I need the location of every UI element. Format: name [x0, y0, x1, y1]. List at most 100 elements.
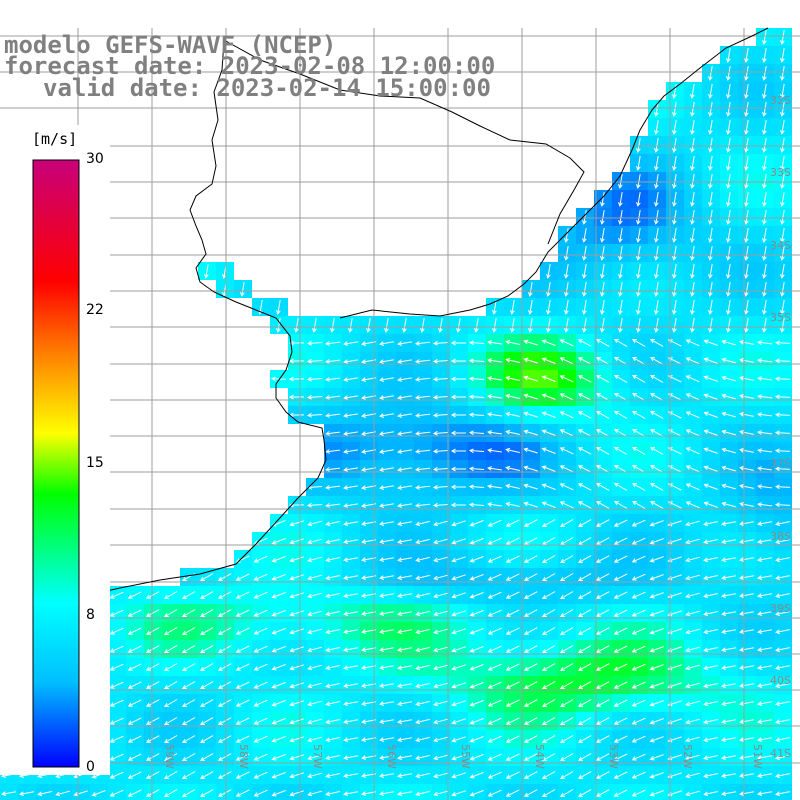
- wind-arrow: [438, 318, 443, 333]
- wind-arrow: [703, 683, 718, 689]
- wind-arrow: [505, 465, 520, 471]
- wind-arrow: [618, 264, 623, 279]
- wind-arrow: [726, 102, 731, 117]
- wind-arrow: [253, 555, 268, 563]
- wind-arrow: [613, 717, 628, 725]
- wind-arrow: [397, 737, 412, 743]
- wind-arrow: [595, 681, 610, 689]
- wind-arrow: [744, 228, 749, 243]
- wind-arrow: [468, 466, 485, 472]
- wind-arrow: [415, 574, 430, 581]
- wind-arrow: [271, 592, 286, 599]
- wind-arrow: [163, 771, 178, 780]
- wind-arrow: [703, 737, 718, 743]
- wind-cell: [342, 784, 360, 800]
- wind-arrow: [690, 120, 695, 135]
- wind-arrow: [739, 557, 754, 562]
- wind-arrow: [451, 592, 466, 599]
- wind-arrow: [596, 465, 610, 473]
- wind-arrow: [414, 431, 431, 436]
- wind-arrow: [636, 192, 641, 207]
- wind-arrow: [762, 282, 767, 297]
- wind-arrow: [397, 701, 412, 707]
- wind-arrow: [523, 537, 538, 545]
- wind-arrow: [271, 610, 286, 617]
- wind-arrow: [685, 339, 700, 347]
- wind-arrow: [505, 447, 520, 453]
- wind-arrow: [451, 664, 466, 671]
- wind-arrow: [433, 790, 448, 797]
- wind-arrow: [649, 520, 664, 527]
- wind-arrow: [468, 484, 485, 490]
- wind-arrow: [685, 375, 700, 383]
- wind-arrow: [780, 66, 785, 81]
- wind-arrow: [271, 574, 286, 581]
- wind-cell: [90, 784, 108, 800]
- wind-arrow: [343, 377, 358, 382]
- wind-cell: [180, 784, 198, 800]
- wind-arrow: [450, 394, 466, 400]
- wind-arrow: [235, 645, 250, 653]
- wind-arrow: [685, 501, 700, 509]
- wind-cell: [414, 784, 432, 800]
- wind-arrow: [325, 701, 340, 707]
- wind-arrow: [289, 646, 304, 653]
- wind-arrow: [596, 501, 610, 509]
- wind-arrow: [721, 393, 736, 400]
- wind-arrow: [703, 557, 718, 563]
- wind-arrow: [276, 300, 281, 315]
- wind-arrow: [721, 429, 736, 436]
- wind-arrow: [432, 394, 449, 400]
- wind-arrow: [726, 174, 731, 189]
- wind-arrow: [636, 210, 641, 225]
- wind-arrow: [703, 791, 718, 797]
- wind-arrow: [397, 557, 412, 563]
- wind-cell: [18, 784, 36, 800]
- wind-arrow: [109, 771, 124, 779]
- wind-arrow: [199, 735, 214, 743]
- wind-arrow: [757, 448, 772, 453]
- wind-arrow: [577, 393, 592, 401]
- wind-arrow: [721, 791, 736, 796]
- wind-arrow: [379, 449, 394, 454]
- wind-cell: [612, 784, 630, 800]
- wind-arrow: [757, 719, 772, 724]
- wind-arrow: [325, 791, 340, 797]
- wind-arrow: [343, 467, 358, 472]
- wind-arrow: [726, 246, 731, 261]
- wind-arrow: [762, 48, 767, 63]
- wind-arrow: [451, 718, 466, 725]
- wind-arrow: [109, 789, 124, 797]
- wind-arrow: [780, 300, 785, 315]
- wind-arrow: [181, 753, 196, 762]
- wind-arrow: [415, 520, 430, 527]
- wind-arrow: [253, 789, 268, 797]
- wind-arrow: [235, 591, 250, 599]
- wind-arrow: [559, 393, 574, 401]
- wind-arrow: [523, 465, 538, 472]
- wind-arrow: [559, 483, 574, 491]
- wind-arrow: [325, 611, 340, 617]
- wind-arrow: [505, 375, 520, 381]
- wind-arrow: [631, 338, 646, 347]
- wind-arrow: [145, 663, 160, 671]
- wind-arrow: [613, 537, 628, 545]
- wind-arrow: [649, 628, 664, 635]
- wind-arrow: [451, 646, 466, 653]
- wind-arrow: [505, 609, 520, 617]
- wind-arrow: [91, 790, 106, 797]
- wind-cell: [774, 784, 792, 800]
- wind-cell: [558, 784, 576, 800]
- wind-arrow: [289, 736, 304, 743]
- wind-arrow: [757, 773, 772, 778]
- wind-arrow: [523, 411, 538, 418]
- wind-arrow: [505, 555, 520, 563]
- wind-arrow: [523, 735, 538, 743]
- wind-arrow: [181, 771, 196, 780]
- wind-arrow: [450, 466, 466, 472]
- wind-cell: [270, 784, 288, 800]
- wind-arrow: [163, 627, 178, 636]
- wind-arrow: [582, 246, 587, 261]
- wind-arrow: [523, 789, 538, 797]
- wind-arrow: [127, 627, 142, 635]
